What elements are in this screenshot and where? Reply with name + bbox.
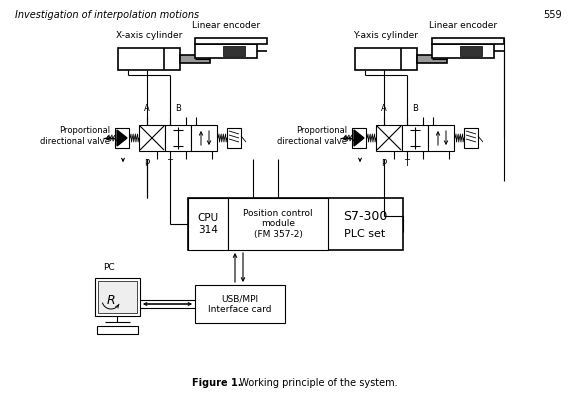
Text: PC: PC [103, 263, 115, 272]
Bar [432, 38, 504, 44]
Bar [195, 38, 267, 44]
Text: CPU
314: CPU 314 [197, 213, 219, 235]
Text: Figure 1.: Figure 1. [192, 378, 242, 388]
Text: PLC set: PLC set [344, 229, 385, 239]
Polygon shape [354, 130, 364, 146]
Bar [180, 55, 210, 63]
Text: R: R [107, 294, 115, 306]
Bar [165, 125, 191, 151]
Text: T: T [167, 158, 173, 168]
Bar [355, 48, 417, 70]
Text: Working principle of the system.: Working principle of the system. [230, 378, 398, 388]
Bar [227, 128, 241, 148]
Bar [188, 198, 403, 250]
Bar [352, 128, 366, 148]
Bar [464, 128, 478, 148]
Bar [97, 326, 138, 334]
Bar [417, 55, 447, 63]
Polygon shape [117, 130, 127, 146]
Text: A: A [381, 104, 387, 113]
Text: USB/MPI
Interface card: USB/MPI Interface card [208, 294, 272, 314]
Bar [188, 198, 228, 250]
Text: X-axis cylinder: X-axis cylinder [116, 31, 182, 40]
Bar [98, 281, 137, 313]
Bar [195, 44, 257, 58]
Text: T: T [404, 158, 410, 168]
Text: B: B [175, 104, 181, 113]
Bar [460, 46, 482, 56]
Bar [376, 125, 402, 151]
Bar [115, 128, 129, 148]
Text: S7-300: S7-300 [343, 209, 387, 223]
Text: Investigation of interpolation motions: Investigation of interpolation motions [15, 10, 199, 20]
Text: P: P [381, 158, 387, 168]
Bar [118, 48, 180, 70]
Bar [139, 125, 165, 151]
Bar [228, 198, 328, 250]
Bar [428, 125, 454, 151]
Text: Position control
module
(FM 357-2): Position control module (FM 357-2) [243, 209, 313, 239]
Bar [95, 278, 140, 316]
Text: Linear encoder: Linear encoder [192, 21, 260, 30]
Bar [432, 44, 494, 58]
Text: Proportional
directional valve: Proportional directional valve [277, 126, 347, 146]
Text: B: B [412, 104, 418, 113]
Text: Y-axis cylinder: Y-axis cylinder [354, 31, 418, 40]
Bar [191, 125, 217, 151]
Text: A: A [144, 104, 150, 113]
Bar [195, 285, 285, 323]
Bar [223, 46, 245, 56]
Text: Proportional
directional valve: Proportional directional valve [40, 126, 110, 146]
Bar [402, 125, 428, 151]
Text: 559: 559 [544, 10, 562, 20]
Text: Linear encoder: Linear encoder [429, 21, 497, 30]
Text: P: P [144, 158, 149, 168]
